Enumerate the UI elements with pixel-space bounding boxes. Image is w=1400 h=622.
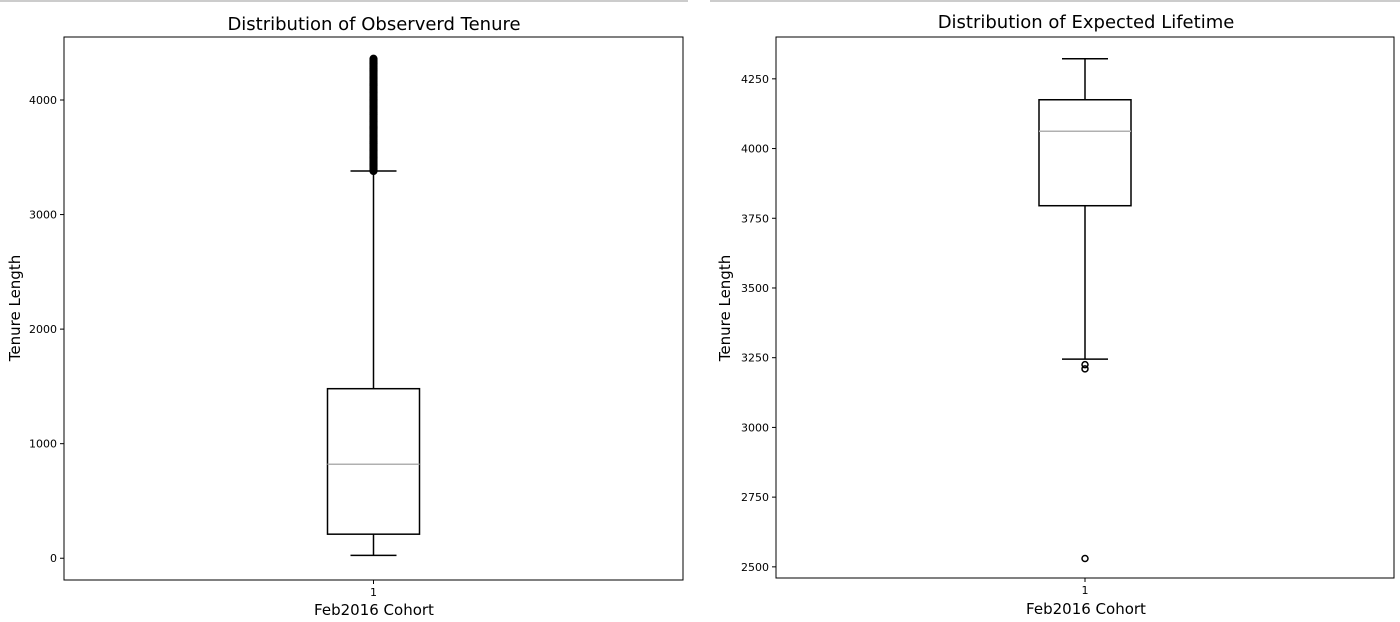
outliers-group — [369, 54, 378, 176]
x-tick-label: 1 — [1082, 584, 1089, 597]
outlier-point — [1081, 554, 1089, 563]
outlier-point — [1081, 360, 1089, 369]
y-tick-label: 3000 — [29, 209, 57, 222]
y-tick-label: 1000 — [29, 438, 57, 451]
y-tick-label: 4000 — [741, 143, 769, 156]
y-tick-label: 4000 — [29, 94, 57, 107]
x-axis-label: Feb2016 Cohort — [1026, 600, 1146, 618]
y-axis-label: Tenure Length — [6, 255, 24, 362]
y-tick-label: 3000 — [741, 421, 769, 434]
x-axis: 1 — [370, 580, 377, 599]
y-tick-label: 0 — [50, 552, 57, 565]
y-axis: 2500 2750 3000 3250 3500 3750 4000 4250 — [741, 73, 776, 574]
outlier-point — [1081, 365, 1089, 373]
y-tick-label: 3500 — [741, 282, 769, 295]
y-tick-label: 4250 — [741, 73, 769, 86]
y-axis-label: Tenure Length — [716, 255, 734, 362]
box-group — [1038, 58, 1132, 360]
y-tick-label: 2750 — [741, 491, 769, 504]
y-tick-label: 3750 — [741, 212, 769, 225]
outlier-point — [369, 54, 378, 63]
chart-title: Distribution of Observerd Tenure — [227, 14, 520, 35]
box-group — [326, 170, 421, 557]
y-axis: 0 1000 2000 3000 4000 — [29, 94, 64, 565]
iqr-box — [1038, 98, 1132, 207]
y-tick-label: 2500 — [741, 561, 769, 574]
y-tick-label: 2000 — [29, 323, 57, 336]
x-tick-label: 1 — [370, 586, 377, 599]
y-tick-label: 3250 — [741, 352, 769, 365]
x-axis-label: Feb2016 Cohort — [314, 601, 434, 619]
observed-tenure-chart: Distribution of Observerd Tenure 0 1000 20… — [0, 0, 688, 619]
x-axis: 1 — [1082, 578, 1089, 597]
expected-lifetime-chart: Distribution of Expected Lifetime 2500 27… — [710, 0, 1400, 618]
iqr-box — [326, 387, 421, 535]
chart-title: Distribution of Expected Lifetime — [938, 12, 1235, 33]
outliers-group — [1081, 360, 1089, 563]
